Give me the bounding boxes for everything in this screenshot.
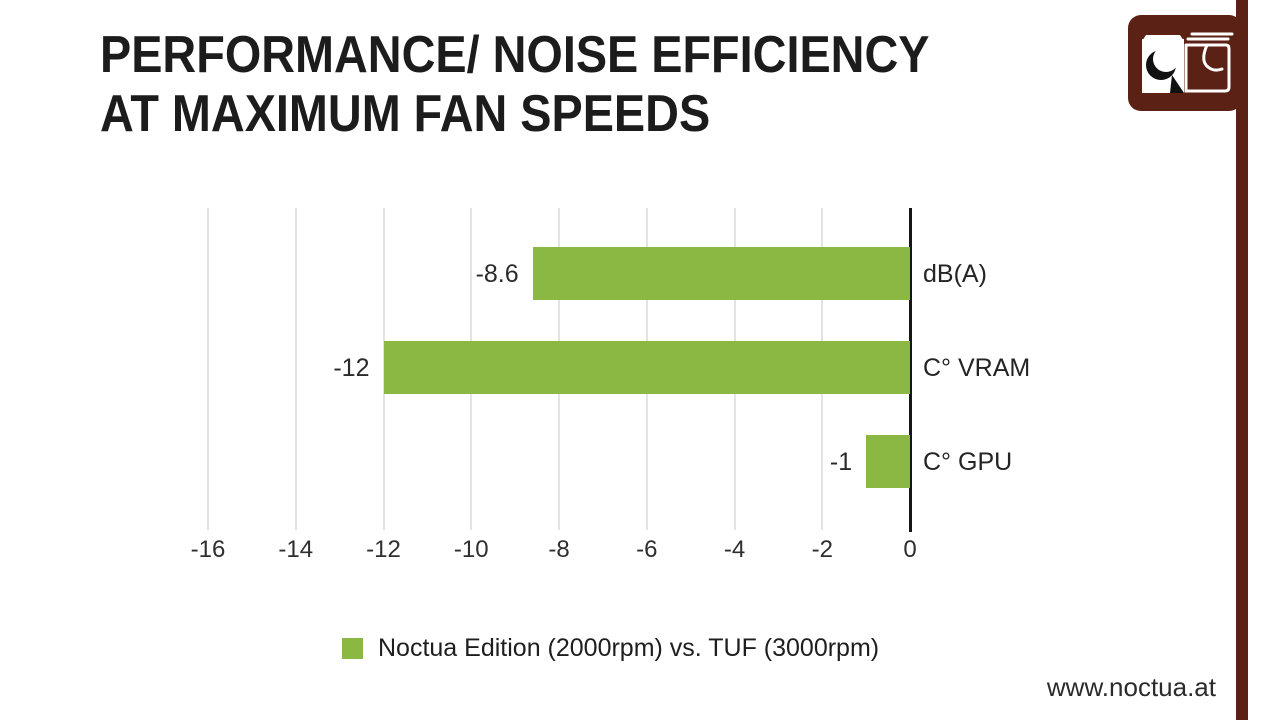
gridline bbox=[294, 208, 297, 530]
x-tick-label: 0 bbox=[903, 536, 917, 563]
watermark-url: www.noctua.at bbox=[1046, 672, 1216, 702]
page-title-line1: PERFORMANCE/ NOISE EFFICIENCY bbox=[100, 26, 930, 84]
category-label: C° GPU bbox=[923, 448, 1013, 476]
category-label: C° VRAM bbox=[923, 354, 1031, 382]
x-tick-label: -12 bbox=[366, 536, 401, 563]
axis-zero-line bbox=[908, 208, 912, 532]
bar-c-gpu bbox=[866, 435, 910, 488]
x-tick-label: -2 bbox=[811, 536, 833, 563]
category-label: dB(A) bbox=[923, 260, 987, 288]
x-tick-label: -16 bbox=[190, 536, 226, 563]
bar-value-label: -8.6 bbox=[475, 260, 519, 288]
legend-label: Noctua Edition (2000rpm) vs. TUF (3000rp… bbox=[378, 634, 880, 662]
page-title-line2: AT MAXIMUM FAN SPEEDS bbox=[100, 85, 711, 143]
x-tick-label: -14 bbox=[278, 536, 314, 563]
bar-c-vram bbox=[383, 341, 910, 394]
page-title: PERFORMANCE/ NOISE EFFICIENCY AT MAXIMUM… bbox=[100, 26, 929, 144]
noctua-logo bbox=[1128, 15, 1242, 116]
brand-side-strip bbox=[1236, 0, 1248, 720]
bar-value-label: -1 bbox=[829, 448, 853, 476]
x-tick-label: -8 bbox=[548, 536, 570, 563]
noctua-owl-fan-icon bbox=[1128, 15, 1242, 111]
x-tick-label: -4 bbox=[723, 536, 746, 563]
bar-value-label: -12 bbox=[333, 354, 370, 382]
legend-swatch bbox=[342, 638, 363, 659]
legend: Noctua Edition (2000rpm) vs. TUF (3000rp… bbox=[342, 634, 879, 663]
gridline bbox=[207, 208, 209, 530]
x-tick-label: -6 bbox=[636, 536, 658, 563]
bar-db-a- bbox=[532, 247, 910, 300]
x-tick-label: -10 bbox=[453, 536, 489, 563]
